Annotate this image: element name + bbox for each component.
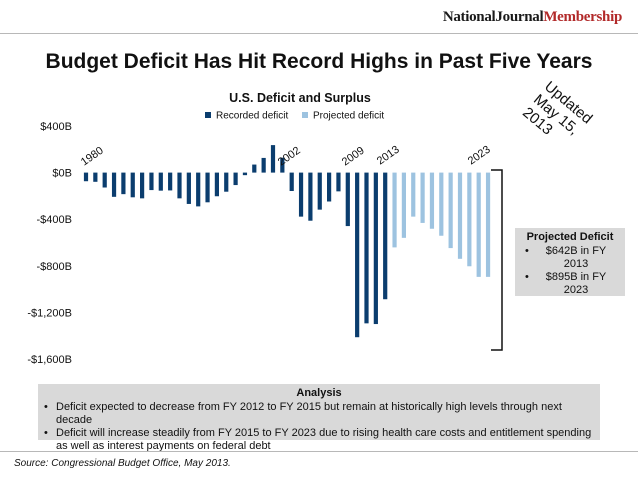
bar [439,172,444,236]
legend-label: Projected deficit [313,111,384,122]
bar [270,145,276,173]
bar [233,172,238,186]
y-tick-label: -$400B [37,214,72,226]
bar [467,172,472,267]
y-tick-label: -$1,600B [27,354,72,366]
bar [383,172,388,300]
bar [448,172,453,249]
footer-divider [0,451,638,452]
bar [373,172,378,325]
analysis-box: Analysis Deficit expected to decrease fr… [38,384,600,452]
projected-deficit-item: $642B in FY 2013 [525,245,625,271]
legend-label: Recorded deficit [216,111,288,122]
brand-logo-part2: Membership [543,9,622,25]
bar [196,172,201,207]
bar [252,164,257,173]
header-divider [0,33,638,34]
year-annotation: 2023 [466,144,493,168]
y-tick-label: -$1,200B [27,307,72,319]
bar [336,172,341,192]
bar [224,172,229,192]
bar [476,172,481,277]
bar [242,172,248,176]
legend-swatch [205,112,211,118]
bar [298,172,304,217]
y-tick-label: $400B [40,121,72,133]
bar [392,172,397,248]
bar [327,172,332,202]
bar [158,172,163,191]
legend-swatch [302,112,308,118]
bar [111,172,117,197]
year-annotation: 1980 [79,145,106,169]
brand-logo: NationalJournalMembership [443,9,622,26]
bar [364,172,369,324]
bar [121,172,126,195]
bar [177,172,182,199]
page-title: Budget Deficit Has Hit Record Highs in P… [45,50,593,73]
projected-deficit-box: Projected Deficit $642B in FY 2013 $895B… [515,228,625,296]
bar [102,172,107,188]
bar [345,172,350,227]
year-annotation: 2013 [375,144,402,168]
projected-deficit-heading: Projected Deficit [526,231,614,243]
brand-logo-part1: NationalJournal [442,9,544,25]
bar [83,172,89,182]
y-tick-label: -$800B [37,261,72,273]
chart-title: U.S. Deficit and Surplus [229,91,371,105]
bar [355,172,360,338]
analysis-point: Deficit expected to decrease from FY 201… [44,401,592,427]
bar [485,172,491,277]
bar [420,172,425,223]
analysis-heading: Analysis [296,387,342,399]
y-tick-label: $0B [52,168,72,180]
bar [130,172,135,198]
bar [168,172,173,191]
bar [149,172,154,191]
analysis-point: Deficit will increase steadily from FY 2… [44,427,592,453]
bar [411,172,416,217]
bar [93,172,98,182]
bar [140,172,145,199]
bar [289,172,294,192]
bar [186,172,191,204]
bar [261,157,266,173]
bar [308,172,313,221]
bar [205,172,210,203]
projection-bracket [491,169,503,351]
bar [401,172,406,238]
source-note: Source: Congressional Budget Office, May… [14,458,231,469]
bar [457,172,463,259]
year-annotation: 2002 [276,145,303,169]
bar [429,172,435,229]
projected-deficit-item: $895B in FY 2023 [525,271,625,297]
bar [280,157,285,173]
bar [317,172,322,210]
year-annotation: 2009 [340,145,367,169]
bar [214,172,219,197]
